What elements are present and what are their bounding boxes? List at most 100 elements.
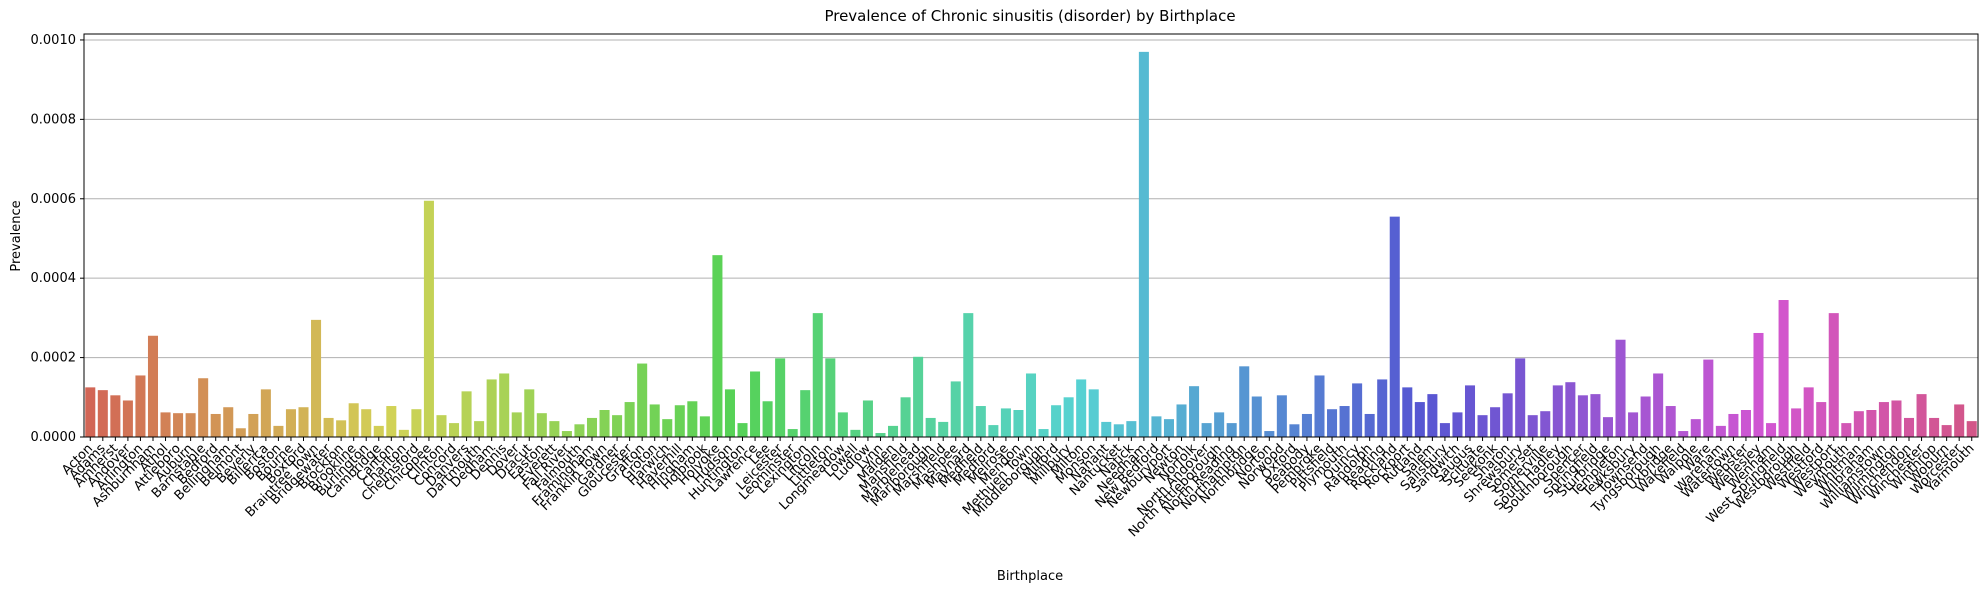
bar xyxy=(348,403,359,437)
bar xyxy=(988,425,999,437)
bar xyxy=(411,409,422,437)
bar xyxy=(925,417,936,437)
bar xyxy=(1189,386,1200,437)
bar xyxy=(223,407,234,437)
bar xyxy=(1577,395,1588,437)
bar xyxy=(775,358,786,437)
bar xyxy=(938,421,949,437)
bar xyxy=(913,356,924,437)
bar xyxy=(662,419,673,437)
y-tick-label: 0.0000 xyxy=(31,430,77,445)
bar xyxy=(461,391,472,437)
bar xyxy=(862,400,873,437)
bar xyxy=(1966,421,1977,437)
bar xyxy=(511,412,522,437)
bar xyxy=(787,429,798,437)
bar xyxy=(260,389,271,437)
bar xyxy=(1452,412,1463,437)
bar xyxy=(825,358,836,437)
bar xyxy=(1891,400,1902,437)
bar xyxy=(1866,410,1877,437)
bar xyxy=(1339,406,1350,437)
y-tick-label: 0.0010 xyxy=(31,33,77,48)
bar xyxy=(1289,424,1300,437)
bar xyxy=(637,363,648,437)
bar xyxy=(612,415,623,437)
bar xyxy=(1101,421,1112,437)
bar xyxy=(1766,423,1777,437)
bar xyxy=(1013,410,1024,437)
bar xyxy=(900,397,911,437)
bar xyxy=(1088,389,1099,437)
bar xyxy=(373,425,384,437)
bar xyxy=(1929,417,1940,437)
bar xyxy=(1025,373,1037,437)
bar xyxy=(1778,300,1789,437)
bar xyxy=(248,413,259,437)
bar xyxy=(1477,415,1488,437)
chart-title: Prevalence of Chronic sinusitis (disorde… xyxy=(824,7,1235,25)
bar xyxy=(423,200,434,437)
bar xyxy=(1715,425,1726,437)
bar xyxy=(762,401,773,437)
bar xyxy=(549,421,560,437)
bar xyxy=(1301,413,1312,437)
bar xyxy=(1665,406,1676,437)
bar xyxy=(298,407,309,437)
bar xyxy=(1352,383,1363,437)
y-tick-label: 0.0002 xyxy=(31,351,77,366)
bar xyxy=(173,413,184,437)
bar xyxy=(586,417,598,437)
bar xyxy=(1000,408,1011,437)
bar xyxy=(97,390,108,437)
y-axis-label: Prevalence xyxy=(9,200,24,271)
bar xyxy=(1703,359,1714,437)
bar xyxy=(1051,405,1062,437)
bar xyxy=(1678,431,1689,437)
bar xyxy=(198,378,209,437)
bar xyxy=(1176,404,1187,437)
bar xyxy=(235,428,246,437)
bar xyxy=(449,423,460,437)
bar xyxy=(724,389,735,437)
bar xyxy=(1853,411,1864,437)
bar xyxy=(1138,51,1149,437)
bar xyxy=(398,429,409,437)
bar xyxy=(1364,413,1375,437)
bar xyxy=(536,413,547,437)
bar xyxy=(1903,417,1915,437)
bar xyxy=(1878,402,1889,437)
x-axis-label: Birthplace xyxy=(997,569,1063,584)
bar xyxy=(361,409,372,437)
bar xyxy=(1327,409,1338,437)
bar xyxy=(1239,366,1250,437)
bar xyxy=(624,402,635,437)
bar xyxy=(1464,385,1476,437)
bar xyxy=(122,400,133,437)
bar xyxy=(1954,404,1965,437)
bar xyxy=(1803,387,1814,437)
bar xyxy=(1640,396,1651,437)
bar xyxy=(1126,421,1137,437)
bar xyxy=(1389,216,1400,437)
bar xyxy=(1076,379,1087,437)
bar xyxy=(147,335,159,437)
bar xyxy=(160,412,171,437)
bar xyxy=(1828,313,1839,437)
bar xyxy=(110,395,121,437)
bar xyxy=(1527,415,1538,437)
bar xyxy=(1690,419,1701,437)
bar xyxy=(524,389,535,437)
bar xyxy=(285,409,296,437)
bar xyxy=(1151,416,1162,437)
bar xyxy=(699,416,710,437)
bar xyxy=(599,410,610,437)
bar xyxy=(963,313,974,437)
bar xyxy=(1314,375,1325,437)
bar xyxy=(336,420,347,437)
bar xyxy=(687,401,698,437)
bar xyxy=(323,417,334,437)
bar xyxy=(1276,395,1287,437)
bar xyxy=(837,412,848,437)
bar xyxy=(712,255,723,437)
